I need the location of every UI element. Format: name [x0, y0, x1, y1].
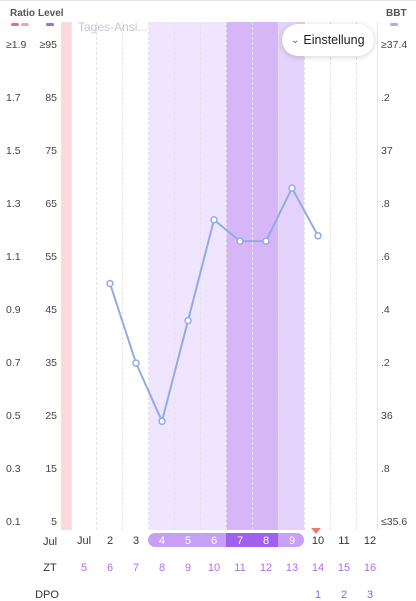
level-swatch — [46, 23, 54, 26]
date-cell: 8 — [262, 535, 270, 547]
level-data-point[interactable] — [210, 216, 218, 224]
dpo-cell: 1 — [314, 589, 322, 601]
menstruation-strip — [61, 22, 71, 530]
level-data-point[interactable] — [184, 316, 192, 325]
level-header: Level — [38, 8, 64, 19]
zt-cell: 9 — [184, 562, 192, 574]
settings-label: Einstellung — [303, 33, 365, 47]
date-cell: 6 — [210, 535, 218, 547]
zt-cell: 11 — [234, 562, 246, 574]
level-data-point[interactable] — [106, 279, 114, 288]
top-divider — [0, 0, 416, 1]
bbt-tick-label: .2 — [381, 357, 390, 369]
ratio-swatch — [11, 23, 19, 26]
level-tick-label: 5 — [51, 516, 57, 528]
level-data-point[interactable] — [236, 237, 244, 245]
level-data-point[interactable] — [158, 417, 166, 426]
date-cell: 4 — [158, 535, 166, 547]
grid-line — [278, 22, 279, 530]
ratio-tick-label: 0.5 — [6, 410, 21, 422]
level-tick-label: 65 — [45, 198, 57, 210]
grid-line — [252, 22, 253, 530]
zt-cell: 15 — [337, 562, 351, 574]
level-data-point[interactable] — [262, 237, 270, 245]
date-cell: 2 — [106, 535, 114, 547]
bbt-tick-label: ≥37.4 — [381, 39, 408, 51]
fertile-window-band — [149, 22, 226, 530]
ratio-tick-label: ≥1.9 — [6, 39, 27, 51]
zt-cell: 12 — [259, 562, 273, 574]
ratio-tick-label: 0.7 — [6, 357, 21, 369]
zt-cell: 16 — [363, 562, 377, 574]
ratio-tick-label: 1.1 — [6, 251, 21, 263]
right-axis-line — [377, 22, 378, 530]
zt-cell: 10 — [207, 562, 221, 574]
bbt-tick-label: .8 — [381, 198, 390, 210]
chevron-down-icon: ⌄ — [291, 34, 300, 46]
zt-cell: 14 — [311, 562, 325, 574]
date-cell: 5 — [184, 535, 192, 547]
level-tick-label: 35 — [45, 357, 57, 369]
level-data-point[interactable] — [288, 184, 296, 192]
zt-cell: 7 — [132, 562, 140, 574]
ratio-header: Ratio — [10, 8, 35, 19]
grid-line — [174, 22, 175, 530]
month-row-label: Jul — [42, 536, 58, 548]
date-cell: 11 — [338, 535, 350, 547]
level-tick-label: 45 — [45, 304, 57, 316]
ratio-tick-label: 0.9 — [6, 304, 21, 316]
date-cell: 7 — [236, 535, 244, 547]
post-peak-band — [278, 22, 304, 530]
ratio-tick-label: 0.1 — [6, 516, 21, 528]
date-cell: 12 — [363, 535, 377, 547]
grid-line — [356, 22, 357, 530]
date-cell: 10 — [311, 535, 325, 547]
grid-line — [304, 22, 305, 530]
level-tick-label: 25 — [45, 410, 57, 422]
level-tick-label: 55 — [45, 251, 57, 263]
date-cell: Jul — [76, 535, 92, 547]
level-tick-label: ≥95 — [39, 39, 57, 51]
dpo-row-label: DPO — [35, 589, 59, 601]
zt-cell: 5 — [80, 562, 88, 574]
ratio-tick-label: 1.3 — [6, 198, 21, 210]
ratio-tick-label: 0.3 — [6, 463, 21, 475]
grid-line — [122, 22, 123, 530]
zt-cell: 13 — [285, 562, 299, 574]
level-tick-label: 15 — [45, 463, 57, 475]
date-cell: 9 — [288, 535, 296, 547]
bbt-header: BBT — [386, 8, 407, 19]
grid-line — [96, 22, 97, 530]
level-data-point[interactable] — [132, 359, 140, 367]
bbt-tick-label: .8 — [381, 463, 390, 475]
bbt-swatch — [390, 23, 398, 26]
level-tick-label: 75 — [45, 145, 57, 157]
date-cell: 3 — [132, 535, 140, 547]
ratio-swatch-light — [21, 23, 29, 26]
grid-line — [226, 22, 227, 530]
zt-row-label: ZT — [43, 562, 57, 574]
left-axis-line — [71, 22, 72, 530]
level-tick-label: 85 — [45, 92, 57, 104]
dpo-cell: 3 — [366, 589, 374, 601]
level-data-point[interactable] — [314, 232, 322, 240]
grid-line — [148, 22, 149, 530]
peak-days-pill — [226, 533, 278, 547]
settings-button[interactable]: ⌄ Einstellung — [282, 24, 374, 56]
bbt-tick-label: ≤35.6 — [381, 516, 408, 528]
zt-cell: 8 — [158, 562, 166, 574]
bbt-tick-label: 37 — [381, 145, 393, 157]
grid-line — [330, 22, 331, 530]
bbt-tick-label: 36 — [381, 410, 393, 422]
zt-cell: 6 — [106, 562, 114, 574]
today-marker-icon — [311, 528, 321, 534]
bbt-tick-label: .6 — [381, 251, 390, 263]
ratio-tick-label: 1.7 — [6, 92, 21, 104]
ratio-tick-label: 1.5 — [6, 145, 21, 157]
bbt-tick-label: .2 — [381, 92, 390, 104]
dpo-cell: 2 — [340, 589, 348, 601]
day-view-title: Tages-Ansi... — [78, 20, 148, 34]
bbt-tick-label: .4 — [381, 304, 390, 316]
